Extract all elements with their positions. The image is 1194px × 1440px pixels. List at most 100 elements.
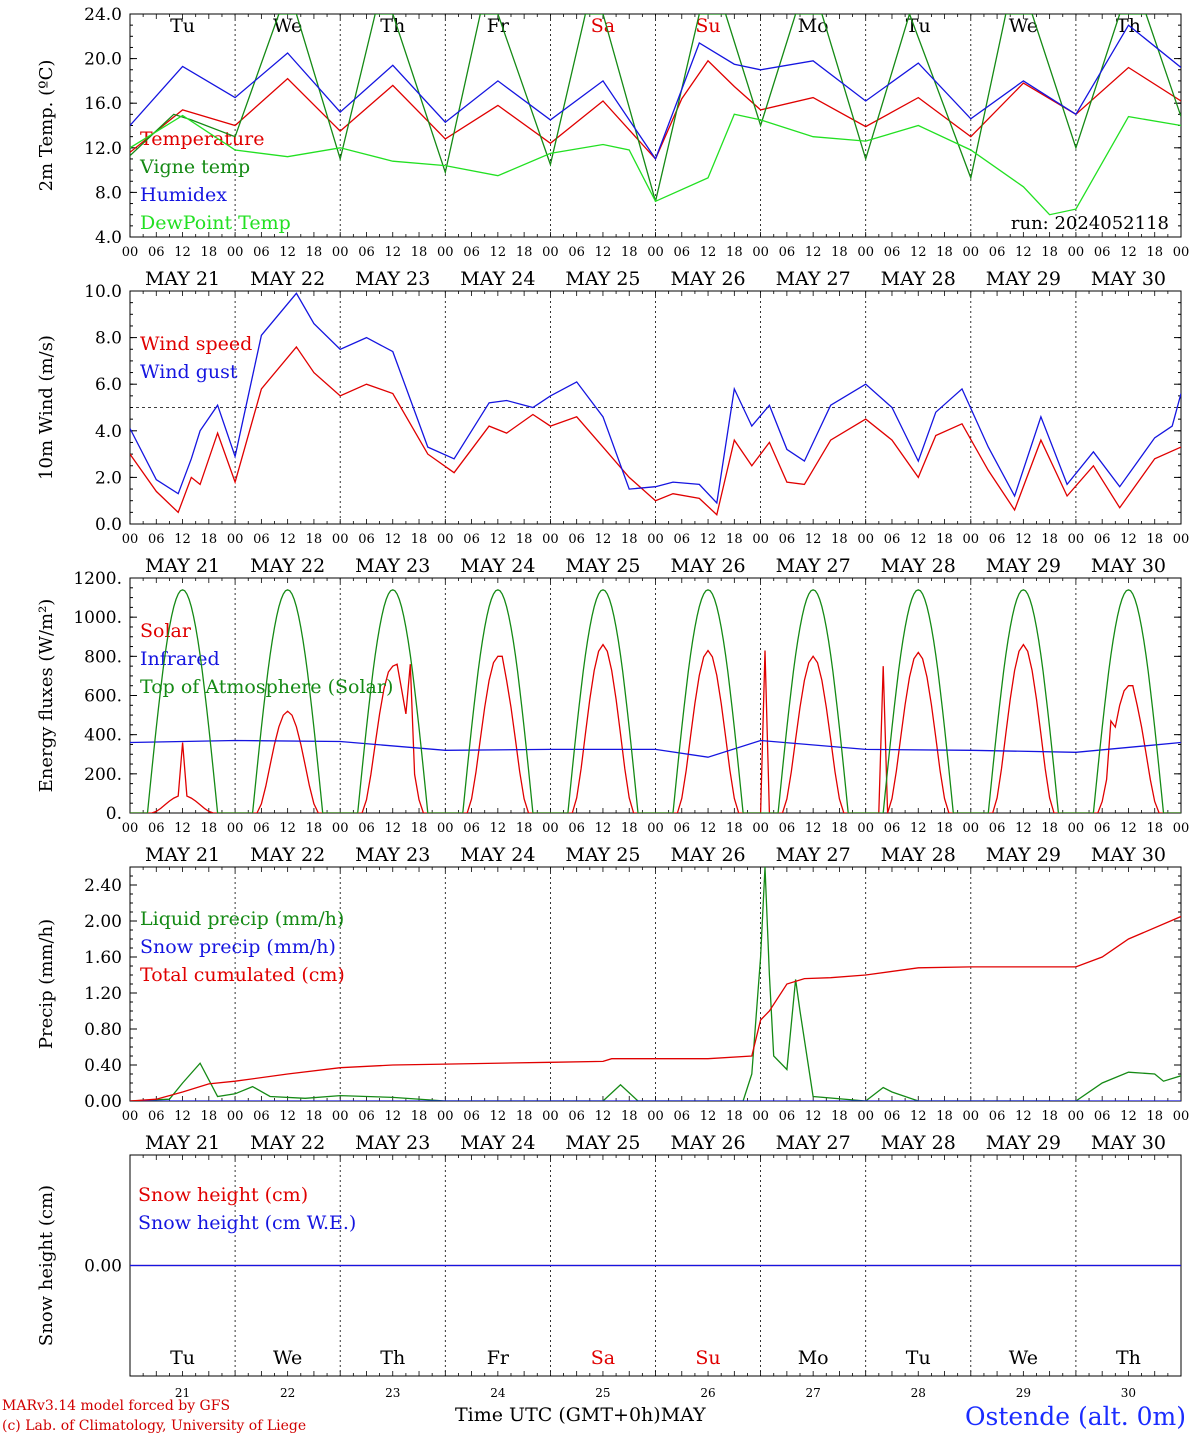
hour-label: 18 (1041, 532, 1058, 547)
hour-label: 00 (542, 245, 559, 260)
weekday-label: We (1009, 15, 1038, 37)
series-line (130, 915, 1181, 1101)
y-axis-label: Snow height (cm) (36, 1185, 57, 1346)
date-label: MAY 26 (670, 268, 745, 290)
hour-label: 12 (174, 532, 191, 547)
hour-label: 06 (358, 532, 375, 547)
hour-label: 00 (752, 532, 769, 547)
hour-label: 12 (384, 821, 401, 836)
hour-label: 18 (516, 821, 533, 836)
weekday-label: Mo (798, 15, 829, 37)
legend-label: Snow height (cm) (138, 1184, 308, 1206)
hour-label: 06 (674, 245, 691, 260)
series-line (130, 59, 1181, 161)
day-number: 24 (490, 1386, 506, 1400)
legend-label: Liquid precip (mm/h) (140, 908, 344, 930)
hour-label: 18 (726, 245, 743, 260)
hour-label: 06 (568, 245, 585, 260)
date-label: MAY 22 (250, 1132, 325, 1154)
y-axis-label: Precip (mm/h) (36, 919, 57, 1049)
hour-label: 18 (201, 821, 218, 836)
hour-label: 06 (358, 245, 375, 260)
hour-label: 12 (279, 821, 296, 836)
weekday-label: Tu (170, 15, 195, 37)
date-label: MAY 24 (460, 844, 535, 866)
hour-label: 00 (227, 821, 244, 836)
date-label: MAY 25 (565, 268, 640, 290)
hour-label: 12 (1120, 1109, 1137, 1124)
y-tick-label: 4.0 (95, 422, 122, 442)
hour-label: 00 (437, 532, 454, 547)
date-label: MAY 30 (1091, 555, 1166, 577)
model-credit: MARv3.14 model forced by GFS (2, 1398, 231, 1414)
hour-label: 12 (1015, 821, 1032, 836)
day-number: 26 (700, 1386, 715, 1400)
hour-label: 00 (1173, 821, 1190, 836)
weekday-label: Th (1116, 1347, 1141, 1369)
y-tick-label: 8.0 (95, 183, 122, 203)
weekday-label: We (1009, 1347, 1038, 1369)
hour-label: 06 (989, 245, 1006, 260)
hour-label: 18 (411, 532, 428, 547)
day-number: 30 (1121, 1386, 1136, 1400)
hour-label: 18 (306, 532, 323, 547)
date-label: MAY 28 (881, 844, 956, 866)
hour-label: 12 (910, 532, 927, 547)
day-number: 28 (911, 1386, 926, 1400)
run-label: run: 2024052118 (1011, 213, 1169, 234)
y-tick-label: 16.0 (84, 94, 122, 114)
hour-label: 12 (279, 1109, 296, 1124)
hour-label: 06 (463, 821, 480, 836)
weekday-label: Fr (487, 15, 510, 37)
hour-label: 18 (1146, 821, 1163, 836)
hour-label: 00 (437, 245, 454, 260)
hour-label: 06 (463, 245, 480, 260)
y-tick-label: 1000. (73, 608, 122, 628)
legend-label: Solar (140, 620, 192, 642)
legend-label: Wind gust (140, 361, 238, 383)
hour-label: 06 (568, 821, 585, 836)
y-tick-label: 0.40 (84, 1056, 122, 1076)
hour-label: 00 (332, 1109, 349, 1124)
hour-label: 00 (857, 245, 874, 260)
legend-label: Top of Atmosphere (Solar) (140, 676, 393, 698)
hour-label: 12 (1120, 821, 1137, 836)
date-label: MAY 27 (776, 268, 851, 290)
date-label: MAY 24 (460, 1132, 535, 1154)
date-label: MAY 30 (1091, 268, 1166, 290)
hour-label: 12 (1120, 245, 1137, 260)
legend-label: Snow height (cm W.E.) (138, 1212, 356, 1234)
date-label: MAY 27 (776, 1132, 851, 1154)
hour-label: 00 (227, 1109, 244, 1124)
weekday-label: We (273, 15, 302, 37)
date-label: MAY 21 (145, 844, 220, 866)
date-label: MAY 29 (986, 555, 1061, 577)
date-label: MAY 21 (145, 268, 220, 290)
hour-label: 18 (621, 1109, 638, 1124)
hour-label: 06 (1094, 821, 1111, 836)
hour-label: 18 (201, 1109, 218, 1124)
weekday-label: Tu (170, 1347, 195, 1369)
weekday-label: Tu (906, 1347, 931, 1369)
date-label: MAY 25 (565, 1132, 640, 1154)
hour-label: 06 (884, 821, 901, 836)
date-label: MAY 28 (881, 555, 956, 577)
y-tick-label: 24.0 (84, 5, 122, 25)
date-label: MAY 28 (881, 1132, 956, 1154)
hour-label: 18 (1041, 1109, 1058, 1124)
hour-label: 06 (148, 1109, 165, 1124)
weekday-label: Su (695, 15, 720, 37)
hour-label: 00 (542, 821, 559, 836)
y-tick-label: 10.0 (84, 282, 122, 302)
hour-label: 00 (122, 821, 139, 836)
hour-label: 06 (989, 821, 1006, 836)
date-label: MAY 26 (670, 555, 745, 577)
hour-label: 06 (253, 245, 270, 260)
hour-label: 06 (779, 532, 796, 547)
weekday-label: Sa (591, 1347, 615, 1369)
day-number: 23 (385, 1386, 400, 1400)
legend-label: Vigne temp (139, 156, 250, 178)
hour-label: 06 (989, 532, 1006, 547)
y-tick-label: 1200. (73, 569, 122, 589)
hour-label: 18 (1041, 245, 1058, 260)
